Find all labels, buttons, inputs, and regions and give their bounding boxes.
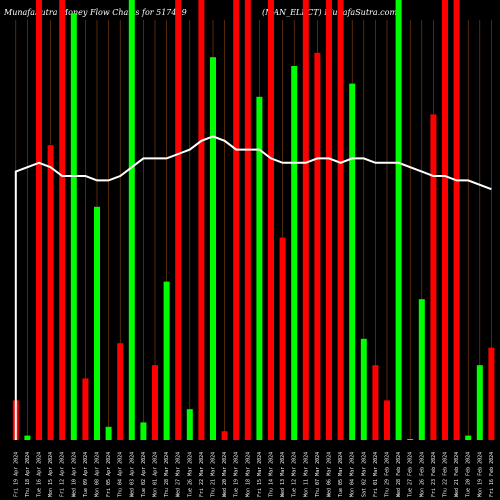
x-tick-label: Fri 23 Feb 2024 [431,452,437,497]
x-tick-label: Fri 16 Feb 2024 [489,452,495,497]
bar [140,422,147,440]
bar [163,281,170,440]
bar [47,145,54,440]
x-tick-label: Mon 18 Mar 2024 [245,452,251,497]
bar [152,365,158,440]
x-tick-label: Fri 22 Mar 2024 [199,452,205,497]
x-tick-label: Thu 21 Mar 2024 [211,452,217,497]
x-tick-label: Thu 22 Feb 2024 [443,452,449,497]
x-tick-label: Thu 04 Apr 2024 [118,452,124,497]
bar [326,0,332,440]
x-tick-label: Thu 28 Mar 2024 [164,452,170,497]
x-tick-label: Tue 27 Feb 2024 [408,452,414,497]
bar [94,206,100,440]
x-tick-label: Thu 18 Apr 2024 [25,452,31,497]
x-tick-label: Mon 15 Apr 2024 [48,452,54,497]
bar [105,426,112,440]
x-tick-label: Mon 08 Apr 2024 [95,452,101,497]
x-tick-label: Tue 26 Mar 2024 [187,452,193,497]
x-tick-label: Mon 11 Mar 2024 [303,452,309,497]
x-tick-label: Mon 04 Mar 2024 [350,452,356,497]
bar [384,400,390,440]
bar [198,0,205,440]
bar [442,0,448,440]
bar [175,0,182,440]
bar [186,409,193,440]
bar [244,0,251,440]
x-tick-label: Tue 05 Mar 2024 [338,452,344,497]
bar [210,57,216,440]
x-tick-label: Wed 27 Mar 2024 [176,452,182,497]
bar [36,0,42,440]
bar [430,114,437,441]
bar [302,0,309,440]
bar [128,0,135,440]
bar [117,343,124,440]
x-tick-label: Sat 02 Mar 2024 [361,452,367,497]
x-tick-label: Wed 28 Feb 2024 [396,452,402,497]
x-tick-label: Wed 21 Feb 2024 [454,452,460,497]
x-tick-label: Tue 09 Apr 2024 [83,452,89,497]
bar [291,66,298,440]
bar [268,0,274,440]
x-tick-label: Fri 15 Mar 2024 [257,452,263,497]
x-tick-label: Wed 10 Apr 2024 [71,452,77,497]
bar [24,435,31,440]
x-tick-label: Fri 01 Mar 2024 [373,452,379,497]
bar [360,338,367,440]
x-tick-label: Fri 19 Apr 2024 [13,452,19,497]
bar [82,378,89,440]
bar [233,0,240,440]
bar [59,0,66,440]
x-tick-label: Tue 20 Feb 2024 [466,452,472,497]
bar [70,13,77,440]
x-tick-label: Thu 14 Mar 2024 [269,452,275,497]
x-tick-label: Wed 03 Apr 2024 [129,452,135,497]
bar [221,431,228,440]
x-tick-label: Tue 19 Mar 2024 [234,452,240,497]
bar [372,365,379,440]
bar [407,439,414,440]
bar [488,347,495,440]
bar [256,96,263,441]
bar [465,435,472,440]
x-tick-label: Tue 16 Apr 2024 [37,452,43,497]
money-flow-line-path [14,135,492,440]
bar [453,0,460,440]
x-tick-label: Fri 12 Apr 2024 [60,452,66,497]
money-flow-line [14,135,492,440]
x-tick-label: Tue 12 Mar 2024 [292,452,298,497]
x-tick-label: Mon 01 Apr 2024 [153,452,159,497]
bars [12,0,495,441]
x-tick-label: Wed 06 Mar 2024 [327,452,333,497]
bar [279,237,286,440]
x-tick-label: Mon 26 Feb 2024 [419,452,425,497]
chart-title: MunafaSutra Money Flow Charts for 517449 [4,8,187,17]
bar [337,0,344,440]
x-tick-label: Tue 02 Apr 2024 [141,452,147,497]
x-tick-label: Thu 07 Mar 2024 [315,452,321,497]
bar [476,365,483,440]
bar [349,83,356,440]
x-tick-label: Fri 05 Apr 2024 [106,452,112,497]
x-tick-labels: Fri 19 Apr 2024 Thu 18 Apr 2024 Tue 16 Apr… [13,452,495,497]
bar [314,52,321,441]
x-tick-label: Mon 19 Feb 2024 [477,452,483,497]
x-tick-label: Thu 29 Feb 2024 [385,452,391,497]
x-tick-label: Wed 20 Mar 2024 [222,452,228,497]
bar [418,299,425,440]
x-tick-label: Wed 13 Mar 2024 [280,452,286,497]
bar [395,0,402,440]
